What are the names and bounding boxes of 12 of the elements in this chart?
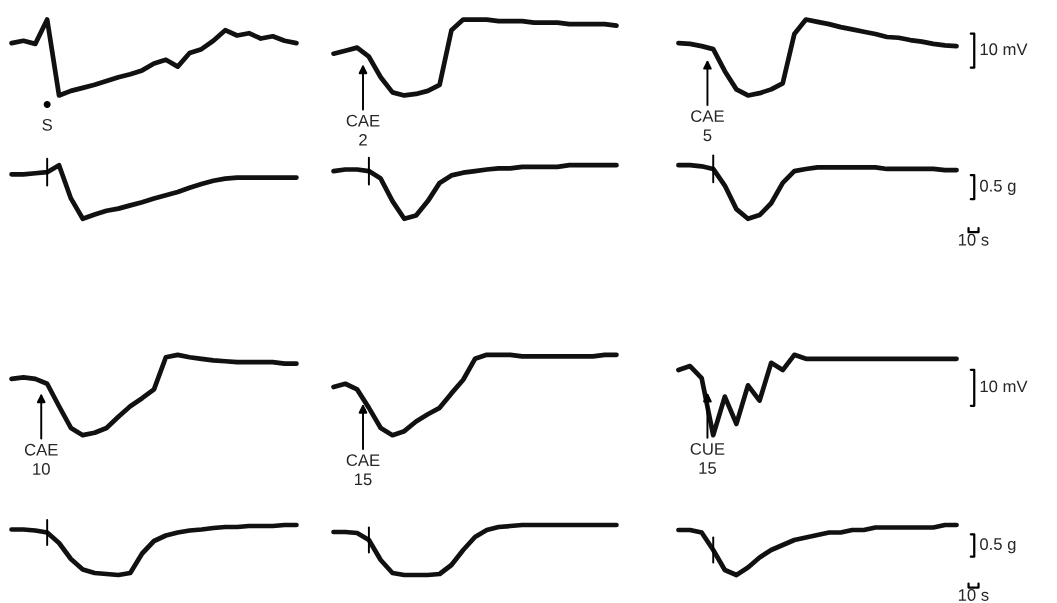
y-axis-title: 10 mV (980, 43, 1028, 56)
y-axis-title: 10 mV (980, 380, 1028, 393)
text: CAE 15 (346, 454, 380, 486)
text: CAE 10 (24, 443, 58, 475)
text: CAE 5 (691, 110, 724, 142)
y-axis-title: 0.5 g (980, 179, 1016, 195)
y-axis-title: 0.5 g (980, 538, 1016, 554)
x-axis-title: 10 s (958, 589, 989, 601)
text: CAE 2 (346, 114, 380, 146)
text: CUE 15 (690, 443, 725, 474)
x-axis-title: 10 s (958, 233, 989, 246)
text: S (42, 118, 52, 131)
